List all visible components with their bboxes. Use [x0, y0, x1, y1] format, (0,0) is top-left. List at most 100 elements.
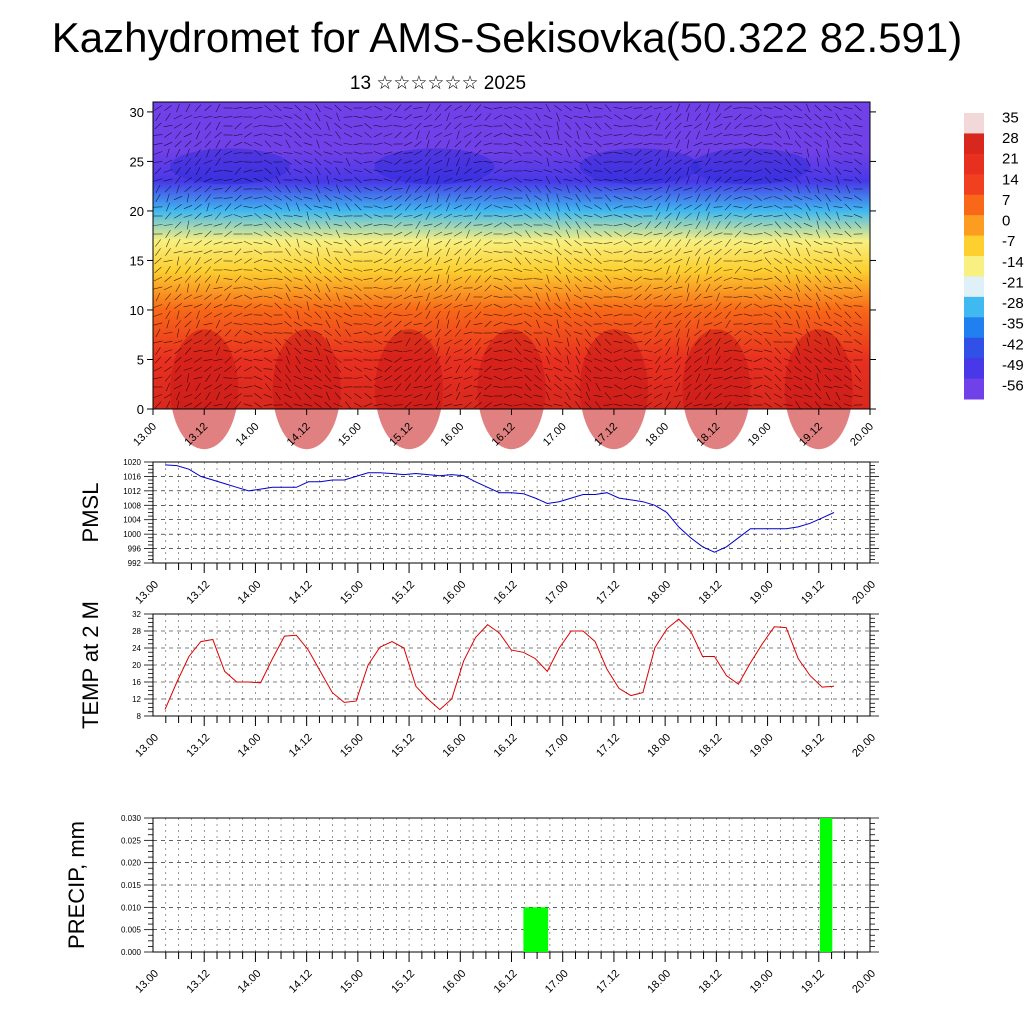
wind-barb — [253, 170, 263, 172]
wind-barb — [335, 166, 341, 176]
wind-barb — [684, 356, 692, 364]
wind-barb — [466, 157, 470, 167]
wind-barb — [624, 249, 632, 255]
wind-barb — [564, 267, 572, 273]
wind-barb — [334, 312, 342, 318]
wind-barb — [643, 178, 653, 182]
wind-barb — [343, 321, 353, 327]
wind-barb — [164, 212, 172, 220]
wind-barb — [595, 338, 601, 346]
wind-barb — [373, 349, 383, 353]
wind-barb — [363, 330, 373, 336]
wind-barb — [364, 131, 372, 139]
pmsl-panel-y-tick-label: 1020 — [123, 458, 141, 467]
wind-barb — [706, 148, 710, 158]
wind-barb — [806, 175, 810, 185]
wind-barb — [483, 152, 493, 154]
wind-barb — [284, 122, 292, 130]
wind-barb — [834, 401, 842, 409]
wind-barb — [293, 403, 303, 407]
colorbar-label: -21 — [1002, 274, 1024, 291]
wind-barb — [263, 340, 273, 344]
wind-barb — [373, 124, 383, 128]
wind-barb — [815, 365, 821, 373]
wind-barb — [663, 285, 673, 291]
wind-barb — [833, 105, 843, 111]
wind-barb — [173, 160, 183, 164]
wind-barb — [436, 391, 440, 401]
precip-panel-x-tick-label: 16.00 — [440, 968, 468, 996]
wind-barb — [673, 232, 683, 236]
wind-barb — [554, 105, 562, 111]
wind-barb — [155, 292, 161, 302]
pmsl-panel-x-tick-label: 16.00 — [440, 579, 468, 607]
wind-barb — [714, 176, 722, 184]
wind-barb — [695, 284, 701, 292]
wind-barb — [504, 122, 512, 130]
wind-barb — [214, 329, 222, 337]
wind-barb — [273, 151, 283, 155]
wind-barb — [813, 250, 823, 254]
wind-barb — [584, 230, 592, 238]
wind-barb — [614, 365, 622, 373]
wind-barb — [206, 202, 210, 212]
wind-barb — [613, 205, 623, 209]
wind-barb — [624, 393, 632, 399]
wind-barb — [183, 204, 193, 210]
wind-barb — [194, 212, 202, 220]
wind-barb — [446, 112, 450, 122]
wind-barb — [493, 161, 503, 163]
wind-barb — [383, 386, 393, 388]
wind-barb — [155, 184, 161, 194]
wind-barb — [344, 392, 352, 400]
wind-barb — [734, 366, 742, 372]
wind-barb — [334, 392, 342, 400]
wind-barb — [304, 284, 312, 292]
wind-barb — [565, 148, 571, 158]
wind-barb — [514, 177, 522, 183]
wind-barb — [474, 131, 482, 139]
pmsl-panel-x-tick-label: 16.12 — [492, 579, 520, 607]
wind-barb — [284, 374, 292, 382]
wind-barb — [323, 385, 333, 389]
wind-barb — [673, 159, 683, 165]
wind-barb — [153, 376, 163, 380]
wind-barb — [353, 331, 363, 335]
heatmap-x-tick-label: 14.00 — [234, 421, 262, 449]
wind-barb — [715, 194, 721, 202]
wind-barb — [166, 319, 170, 329]
wind-barb — [685, 103, 691, 113]
wind-barb — [675, 320, 681, 328]
wind-barb — [633, 142, 643, 146]
heatmap-x-tick-label: 20.00 — [848, 421, 876, 449]
wind-barb — [594, 276, 602, 282]
wind-barb — [426, 238, 430, 248]
wind-barb — [643, 142, 653, 146]
wind-barb — [843, 394, 853, 398]
wind-barb — [795, 337, 801, 347]
temp-panel-y-tick-label: 16 — [132, 678, 141, 687]
wind-barb — [243, 358, 253, 362]
wind-barb — [434, 365, 442, 373]
wind-barb — [403, 277, 413, 281]
pmsl-panel-x-tick-label: 13.12 — [184, 579, 212, 607]
wind-barb — [174, 204, 182, 210]
wind-barb — [723, 366, 733, 372]
wind-barb — [233, 287, 243, 289]
wind-barb — [353, 377, 363, 379]
wind-barb — [384, 311, 392, 319]
wind-barb — [674, 303, 682, 309]
wind-barb — [523, 222, 533, 228]
wind-barb — [253, 376, 263, 380]
wind-barb — [815, 383, 821, 391]
wind-barb — [455, 293, 461, 301]
wind-barb — [194, 240, 202, 246]
wind-barb — [503, 187, 513, 191]
wind-barb — [665, 184, 671, 194]
wind-barb — [464, 203, 472, 211]
wind-barb — [404, 284, 412, 292]
wind-barb — [806, 319, 810, 329]
wind-barb — [243, 141, 253, 147]
wind-barb — [343, 366, 353, 372]
wind-barb — [836, 175, 840, 185]
